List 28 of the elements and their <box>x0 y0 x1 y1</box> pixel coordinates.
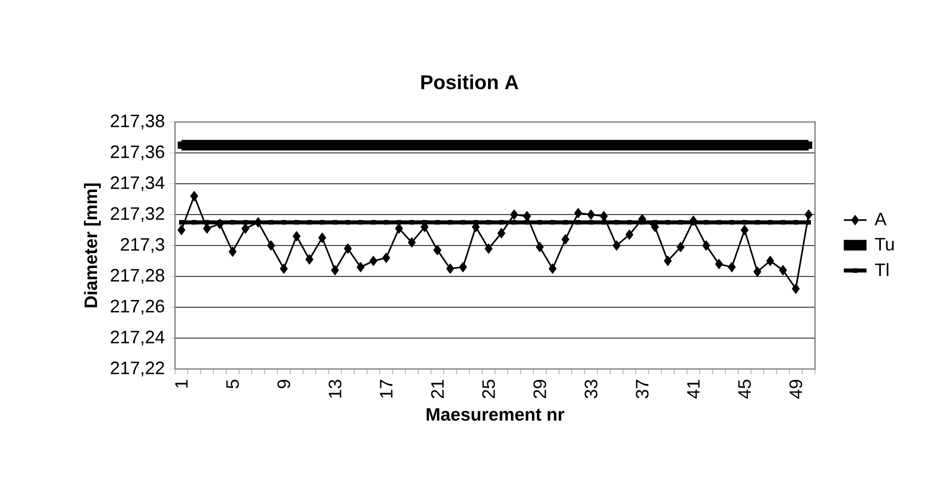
x-tick-label: 33 <box>584 380 598 398</box>
chart-title: Position A <box>421 74 518 90</box>
legend-label: A <box>874 212 887 226</box>
y-tick-label: 217,34 <box>110 176 164 192</box>
legend-label: Tl <box>874 263 888 276</box>
x-tick-label: 17 <box>380 380 392 398</box>
y-tick-label: 217,28 <box>110 268 164 284</box>
x-tick-label: 13 <box>328 380 342 398</box>
x-tick-label: 25 <box>482 380 495 398</box>
x-axis-title: Maesurement nr <box>426 408 564 421</box>
y-tick-label: 217,32 <box>110 207 164 222</box>
x-tick-label: 29 <box>533 380 546 398</box>
x-tick-label: 1 <box>175 380 188 388</box>
x-tick-label: 45 <box>738 380 751 399</box>
y-tick-label: 217,36 <box>110 145 164 160</box>
y-tick-label: 217,26 <box>110 300 164 315</box>
y-tick-label: 217,38 <box>110 114 164 130</box>
x-tick-label: 21 <box>431 380 444 398</box>
x-tick-label: 49 <box>789 380 802 399</box>
y-tick-label: 217,3 <box>120 238 164 253</box>
y-axis-title: Diameter [mm] <box>84 184 101 308</box>
x-tick-label: 5 <box>226 380 239 388</box>
legend-label: Tu <box>874 238 894 251</box>
y-tick-label: 217,24 <box>110 330 164 346</box>
x-tick-label: 9 <box>277 380 290 388</box>
x-tick-label: 41 <box>687 380 700 399</box>
x-tick-label: 37 <box>636 380 649 398</box>
y-tick-label: 217,22 <box>110 362 164 376</box>
